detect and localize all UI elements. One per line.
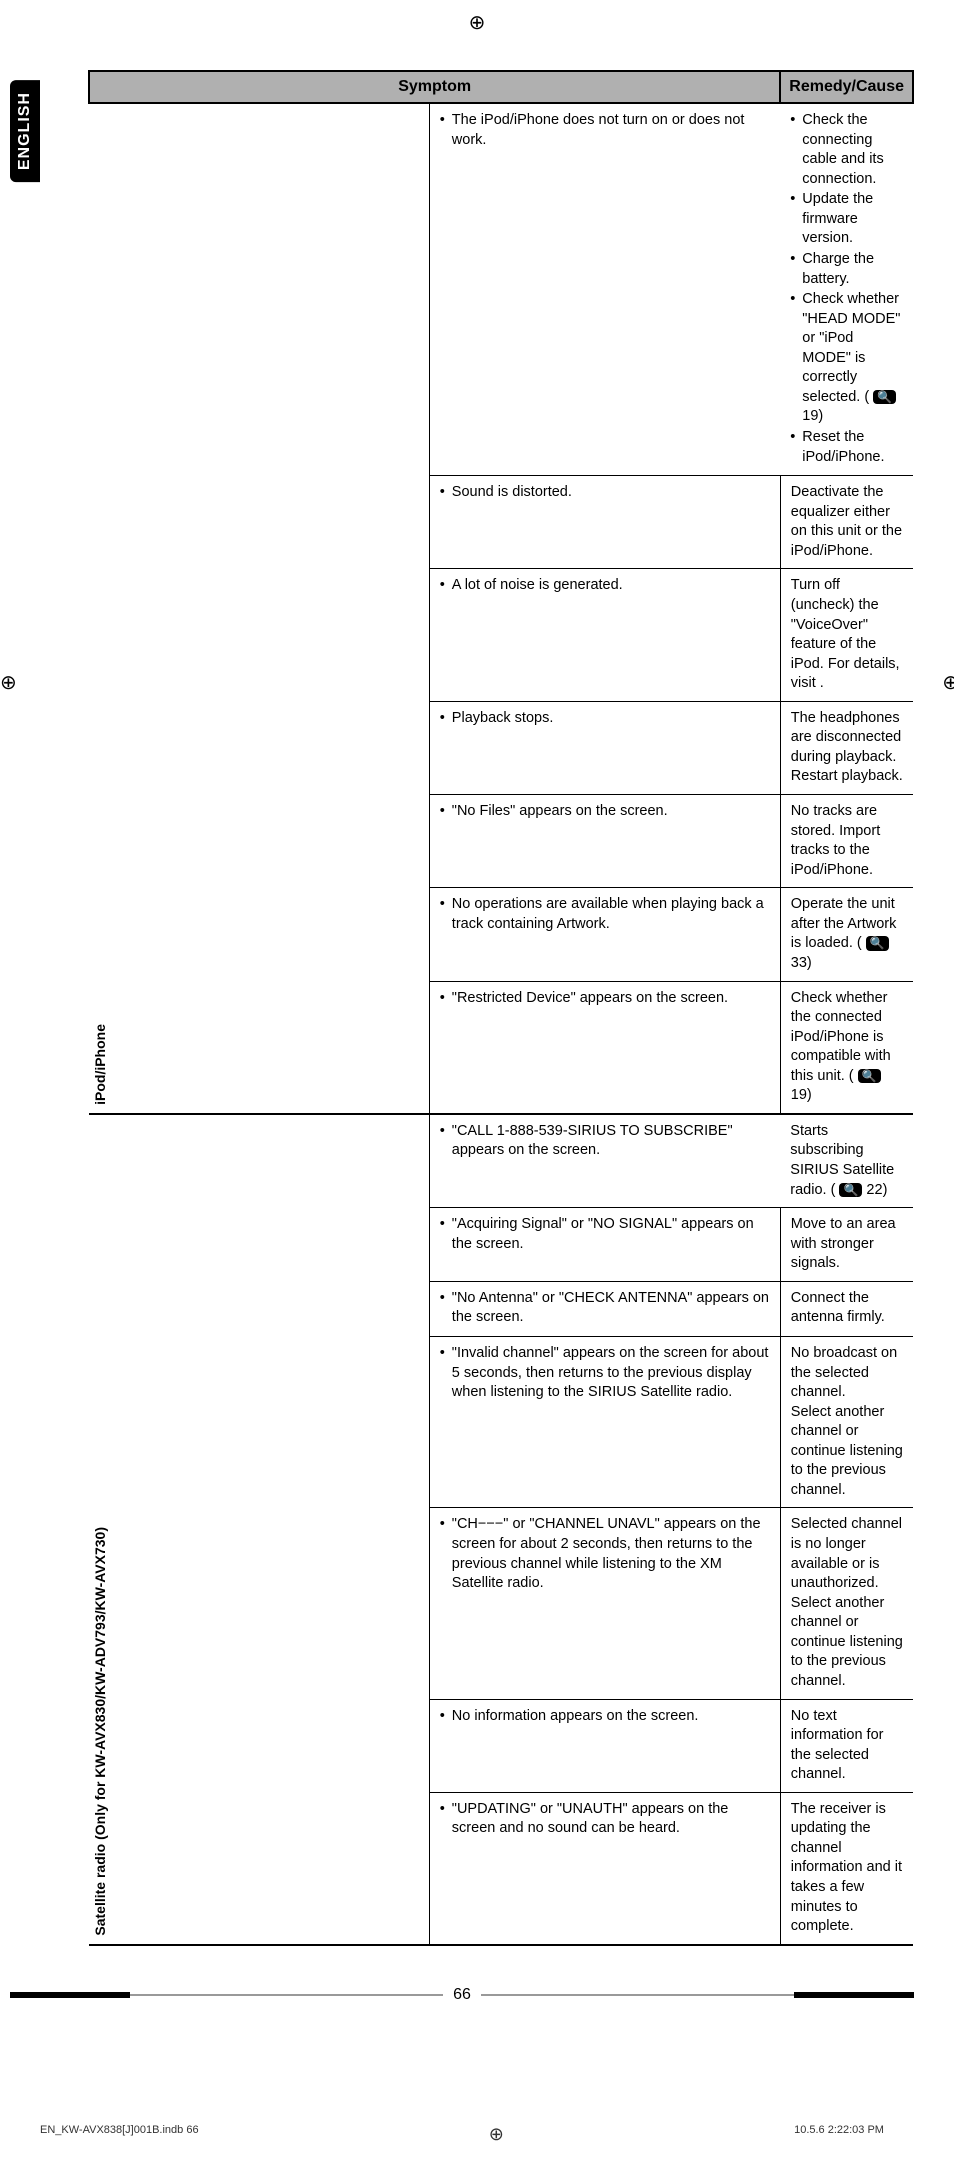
remedy-item: Reset the iPod/iPhone. bbox=[790, 428, 903, 467]
remedy-cell: Starts subscribing SIRIUS Satellite radi… bbox=[780, 1114, 913, 1208]
symptom-cell: "Invalid channel" appears on the screen … bbox=[429, 1336, 780, 1508]
symptom-item: "Acquiring Signal" or "NO SIGNAL" appear… bbox=[440, 1215, 770, 1254]
remedy-text: Move to an area with stronger signals. bbox=[791, 1215, 903, 1274]
symptom-cell: No information appears on the screen. bbox=[429, 1699, 780, 1792]
section-label-cell: iPod/iPhone bbox=[89, 103, 429, 1114]
symptom-item: "No Antenna" or "CHECK ANTENNA" appears … bbox=[440, 1289, 770, 1328]
header-remedy: Remedy/Cause bbox=[780, 71, 913, 103]
language-tab: ENGLISH bbox=[10, 80, 40, 182]
crop-mark-left: ⊕ bbox=[0, 670, 17, 695]
remedy-text: The headphones are disconnected during p… bbox=[791, 709, 903, 787]
symptom-cell: "CALL 1-888-539-SIRIUS TO SUBSCRIBE" app… bbox=[429, 1114, 780, 1208]
remedy-cell: No tracks are stored. Import tracks to t… bbox=[780, 795, 913, 888]
symptom-cell: Playback stops. bbox=[429, 701, 780, 794]
symptom-item: A lot of noise is generated. bbox=[440, 576, 770, 596]
remedy-cell: Deactivate the equalizer either on this … bbox=[780, 476, 913, 569]
remedy-text: Check whether the connected iPod/iPhone … bbox=[791, 989, 903, 1106]
symptom-item: "CALL 1-888-539-SIRIUS TO SUBSCRIBE" app… bbox=[440, 1122, 770, 1161]
symptom-item: Sound is distorted. bbox=[440, 483, 770, 503]
remedy-cell: The receiver is updating the channel inf… bbox=[780, 1792, 913, 1944]
left-column: ENGLISH bbox=[10, 70, 80, 1946]
remedy-text: No text information for the selected cha… bbox=[791, 1707, 903, 1785]
main-content: Symptom Remedy/Cause iPod/iPhoneThe iPod… bbox=[88, 70, 914, 1946]
remedy-cell: Move to an area with stronger signals. bbox=[780, 1208, 913, 1282]
print-footer: EN_KW-AVX838[J]001B.indb 66 ⊕ 10.5.6 2:2… bbox=[10, 2124, 914, 2145]
bar-segment bbox=[794, 1992, 914, 1998]
symptom-item: No information appears on the screen. bbox=[440, 1707, 770, 1727]
remedy-cell: Turn off (uncheck) the "VoiceOver" featu… bbox=[780, 569, 913, 701]
footer-mark: ⊕ bbox=[489, 2124, 504, 2145]
footer-right: 10.5.6 2:22:03 PM bbox=[794, 2124, 884, 2145]
lookup-icon: 🔍 bbox=[873, 390, 896, 404]
remedy-text: Deactivate the equalizer either on this … bbox=[791, 483, 903, 561]
remedy-text: Operate the unit after the Artwork is lo… bbox=[791, 895, 903, 973]
lookup-icon: 🔍 bbox=[839, 1183, 862, 1197]
page-number: 66 bbox=[443, 1986, 481, 2004]
symptom-cell: "No Antenna" or "CHECK ANTENNA" appears … bbox=[429, 1281, 780, 1336]
table-row: iPod/iPhoneThe iPod/iPhone does not turn… bbox=[89, 103, 913, 476]
bar-segment bbox=[481, 1994, 794, 1996]
symptom-item: "CH−−−" or "CHANNEL UNAVL" appears on th… bbox=[440, 1515, 770, 1593]
section-label-cell: Satellite radio (Only for KW-AVX830/KW-A… bbox=[89, 1114, 429, 1945]
page-footer-bar: 66 bbox=[10, 1986, 914, 2004]
symptom-cell: "CH−−−" or "CHANNEL UNAVL" appears on th… bbox=[429, 1508, 780, 1699]
symptom-cell: "Acquiring Signal" or "NO SIGNAL" appear… bbox=[429, 1208, 780, 1282]
remedy-text: The receiver is updating the channel inf… bbox=[791, 1800, 903, 1937]
symptom-item: "UPDATING" or "UNAUTH" appears on the sc… bbox=[440, 1800, 770, 1839]
remedy-cell: Check the connecting cable and its conne… bbox=[780, 103, 913, 476]
remedy-cell: Check whether the connected iPod/iPhone … bbox=[780, 981, 913, 1114]
symptom-item: "Restricted Device" appears on the scree… bbox=[440, 989, 770, 1009]
symptom-item: No operations are available when playing… bbox=[440, 895, 770, 934]
header-symptom: Symptom bbox=[89, 71, 780, 103]
symptom-cell: No operations are available when playing… bbox=[429, 888, 780, 981]
remedy-cell: Connect the antenna firmly. bbox=[780, 1281, 913, 1336]
footer-left: EN_KW-AVX838[J]001B.indb 66 bbox=[40, 2124, 199, 2145]
remedy-text: No tracks are stored. Import tracks to t… bbox=[791, 802, 903, 880]
remedy-item: Check whether "HEAD MODE" or "iPod MODE"… bbox=[790, 290, 903, 427]
remedy-text: Turn off (uncheck) the "VoiceOver" featu… bbox=[791, 576, 903, 693]
crop-mark-right: ⊕ bbox=[942, 670, 954, 695]
symptom-cell: "No Files" appears on the screen. bbox=[429, 795, 780, 888]
section-label: Satellite radio (Only for KW-AVX830/KW-A… bbox=[89, 1519, 112, 1944]
symptom-item: "No Files" appears on the screen. bbox=[440, 802, 770, 822]
remedy-text: Connect the antenna firmly. bbox=[791, 1289, 903, 1328]
troubleshooting-table: Symptom Remedy/Cause iPod/iPhoneThe iPod… bbox=[88, 70, 914, 1946]
remedy-cell: No broadcast on the selected channel.Sel… bbox=[780, 1336, 913, 1508]
remedy-cell: Operate the unit after the Artwork is lo… bbox=[780, 888, 913, 981]
symptom-cell: "Restricted Device" appears on the scree… bbox=[429, 981, 780, 1114]
symptom-item: "Invalid channel" appears on the screen … bbox=[440, 1344, 770, 1403]
section-label: iPod/iPhone bbox=[89, 1016, 112, 1113]
bar-segment bbox=[10, 1992, 130, 1998]
remedy-text: Starts subscribing SIRIUS Satellite radi… bbox=[790, 1122, 903, 1200]
lookup-icon: 🔍 bbox=[866, 936, 889, 950]
remedy-item: Charge the battery. bbox=[790, 250, 903, 289]
bar-segment bbox=[130, 1994, 443, 1996]
symptom-cell: "UPDATING" or "UNAUTH" appears on the sc… bbox=[429, 1792, 780, 1944]
symptom-cell: The iPod/iPhone does not turn on or does… bbox=[429, 103, 780, 476]
remedy-cell: Selected channel is no longer available … bbox=[780, 1508, 913, 1699]
crop-mark-top: ⊕ bbox=[469, 10, 486, 35]
remedy-item: Check the connecting cable and its conne… bbox=[790, 111, 903, 189]
table-row: Satellite radio (Only for KW-AVX830/KW-A… bbox=[89, 1114, 913, 1208]
symptom-cell: A lot of noise is generated. bbox=[429, 569, 780, 701]
remedy-cell: No text information for the selected cha… bbox=[780, 1699, 913, 1792]
symptom-item: The iPod/iPhone does not turn on or does… bbox=[440, 111, 770, 150]
remedy-text: Selected channel is no longer available … bbox=[791, 1515, 903, 1691]
symptom-item: Playback stops. bbox=[440, 709, 770, 729]
remedy-item: Update the firmware version. bbox=[790, 190, 903, 249]
symptom-cell: Sound is distorted. bbox=[429, 476, 780, 569]
remedy-text: No broadcast on the selected channel.Sel… bbox=[791, 1344, 903, 1501]
remedy-cell: The headphones are disconnected during p… bbox=[780, 701, 913, 794]
lookup-icon: 🔍 bbox=[858, 1069, 881, 1083]
